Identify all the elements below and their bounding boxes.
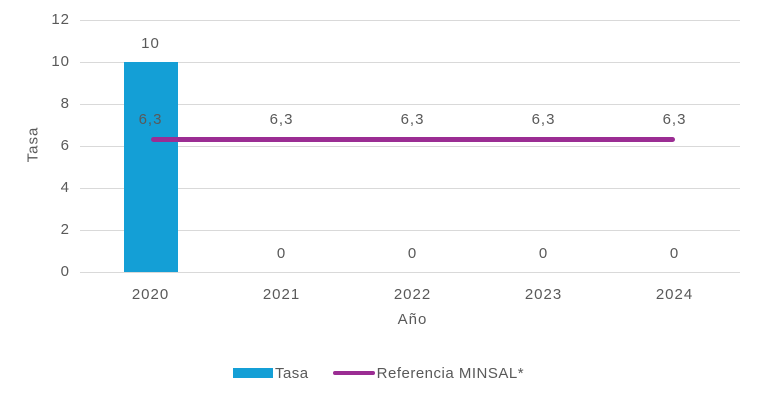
x-tick-label-2023: 2023: [524, 286, 563, 303]
bar-value-label-2021: 0: [276, 245, 287, 262]
line-value-label-2022: 6,3: [400, 110, 425, 128]
x-tick-label-2021: 2021: [262, 286, 301, 303]
gridline-y-0: [80, 271, 740, 273]
x-tick-label-2024: 2024: [655, 286, 694, 303]
y-tick-label-12: 12: [51, 11, 70, 28]
bar-value-label-2024: 0: [669, 245, 680, 262]
bar-value-label-2022: 0: [407, 245, 418, 262]
x-axis-title: Año: [397, 311, 428, 328]
gridline-y-8: [80, 103, 740, 105]
line-value-label-2020: 6,3: [138, 110, 163, 128]
legend-label-tasa: Tasa: [274, 364, 309, 382]
y-tick-label-4: 4: [60, 179, 70, 196]
legend-item-tasa[interactable]: Tasa: [232, 364, 309, 382]
y-tick-label-8: 8: [60, 95, 70, 112]
line-value-label-2021: 6,3: [269, 110, 294, 128]
line-value-label-2024: 6,3: [662, 110, 687, 128]
y-tick-label-10: 10: [51, 53, 70, 70]
y-tick-label-6: 6: [60, 137, 70, 154]
legend-swatch-referencia: [332, 371, 375, 375]
legend-label-referencia: Referencia MINSAL*: [376, 364, 525, 382]
gridline-y-12: [80, 19, 740, 21]
bar-value-label-2023: 0: [538, 245, 549, 262]
line-value-label-2023: 6,3: [531, 110, 556, 128]
y-tick-label-2: 2: [60, 221, 70, 238]
x-tick-label-2022: 2022: [393, 286, 432, 303]
reference-line[interactable]: [150, 137, 675, 143]
gridline-y-2: [80, 229, 740, 231]
legend-swatch-tasa: [232, 368, 273, 378]
gridline-y-10: [80, 61, 740, 63]
y-tick-label-0: 0: [60, 263, 70, 280]
legend-item-referencia-minsal[interactable]: Referencia MINSAL*: [332, 364, 525, 382]
x-tick-label-2020: 2020: [131, 286, 170, 303]
bar-value-label-2020: 10: [141, 35, 160, 52]
gridline-y-6: [80, 145, 740, 147]
gridline-y-4: [80, 187, 740, 189]
legend: Tasa Referencia MINSAL*: [0, 362, 757, 384]
bar-2020[interactable]: [123, 62, 178, 272]
